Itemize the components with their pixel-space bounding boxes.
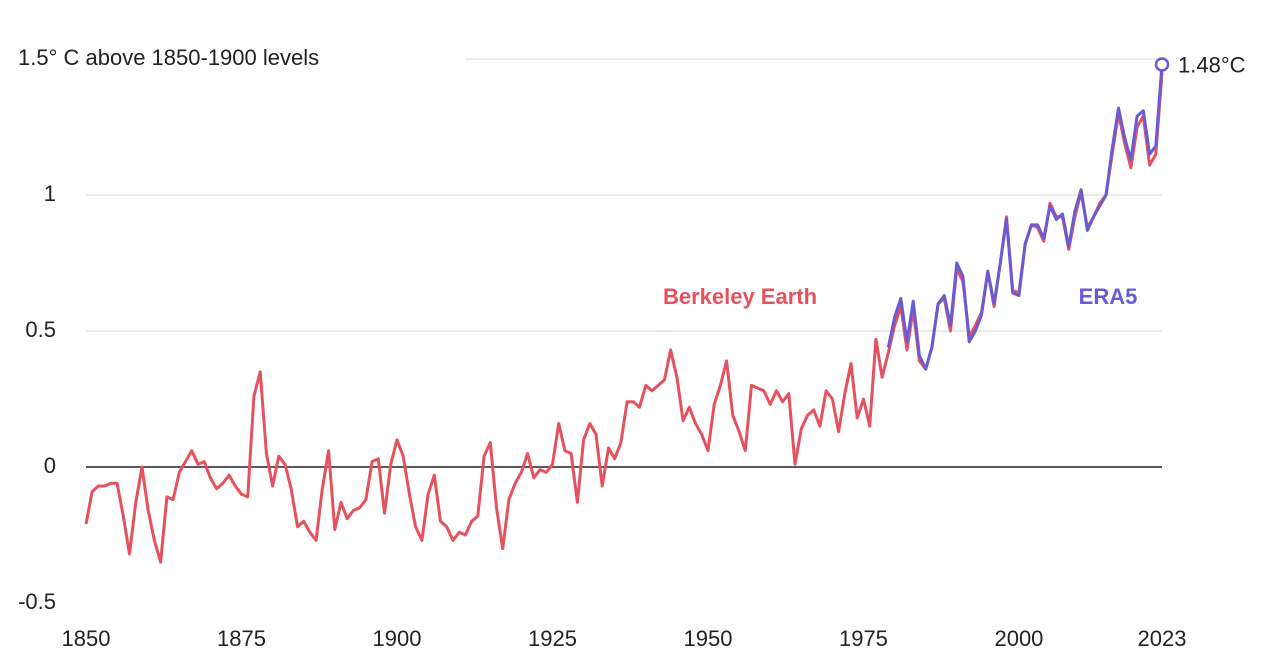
x-tick-label: 1900 <box>373 626 422 651</box>
x-tick-label: 1975 <box>839 626 888 651</box>
x-tick-label: 2000 <box>994 626 1043 651</box>
y-tick-label: 0 <box>44 453 56 478</box>
series-label: Berkeley Earth <box>663 284 817 309</box>
x-tick-label: 1950 <box>683 626 732 651</box>
x-tick-label: 1925 <box>528 626 577 651</box>
y-tick-label: 0.5 <box>25 317 56 342</box>
value-label: 1.48°C <box>1178 52 1246 77</box>
y-tick-label: 1.5° C above 1850-1900 levels <box>18 45 319 70</box>
end-marker <box>1154 57 1170 72</box>
x-tick-label: 1850 <box>62 626 111 651</box>
y-tick-label: -0.5 <box>18 589 56 614</box>
y-tick-label: 1 <box>44 181 56 206</box>
x-tick-label: 1875 <box>217 626 266 651</box>
x-tick-label: 2023 <box>1138 626 1187 651</box>
line <box>84 72 1164 564</box>
series-label: ERA5 <box>1079 284 1138 309</box>
line <box>886 64 1164 371</box>
